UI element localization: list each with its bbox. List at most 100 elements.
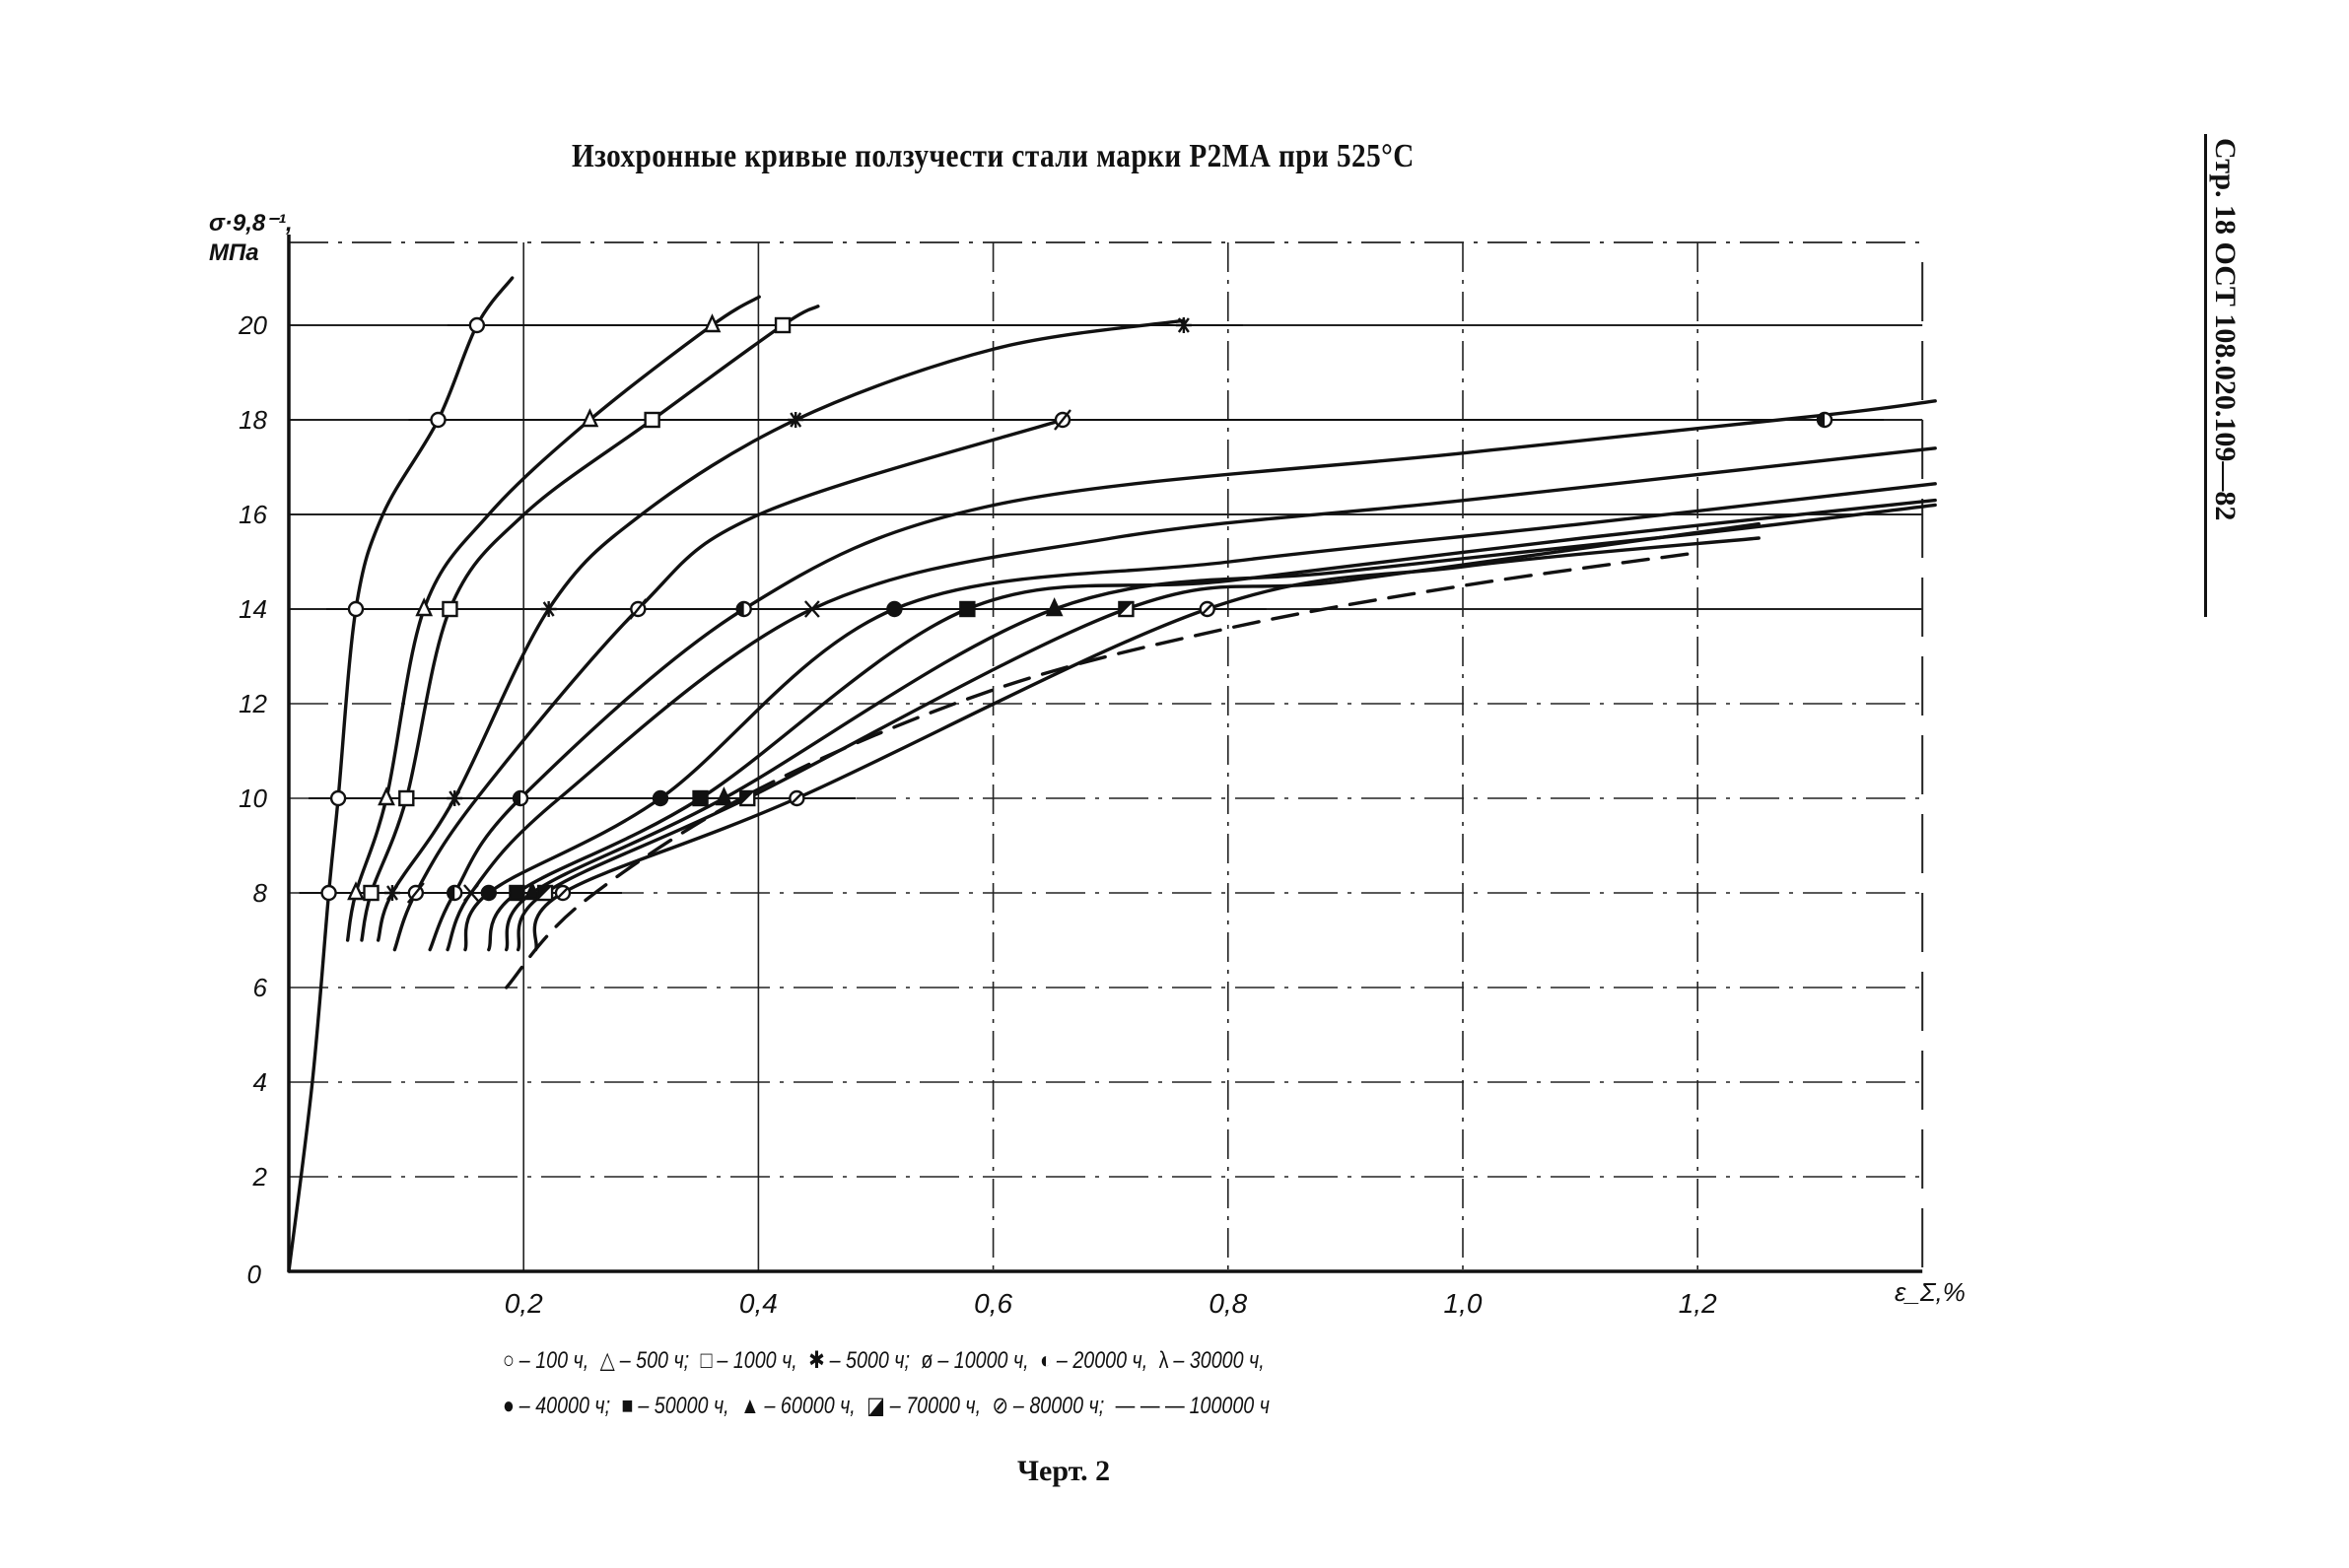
y-tick-label: 8 — [253, 878, 268, 908]
isochrone-curves — [287, 276, 1937, 1273]
legend-row-2: ● – 40000 ч; ■ – 50000 ч, ▲ – 60000 ч, ◪ – 7000… — [503, 1384, 1280, 1429]
triangle-open-marker-icon — [703, 313, 722, 333]
circle-cross-marker-icon — [1199, 600, 1215, 618]
data-markers — [320, 313, 1833, 904]
legend-label: – 500 ч; — [619, 1347, 690, 1374]
isochrone-curve — [392, 418, 1065, 952]
circle-slash-marker-icon — [629, 598, 648, 620]
y-axis-label-quantity: σ·9,8⁻¹, — [209, 210, 293, 237]
isochrone-curve — [516, 521, 1761, 952]
circle-filled-marker-icon — [480, 884, 498, 902]
triangle-open-marker-icon — [347, 881, 365, 901]
circle-open-marker-icon — [347, 600, 365, 618]
square-half-marker-icon — [1118, 600, 1135, 618]
legend-item: △ – 500 ч; — [600, 1347, 689, 1374]
x-tick-label: 0,2 — [505, 1288, 543, 1319]
circle-open-marker-icon — [468, 316, 486, 334]
x-axis-label: ε_Σ,% — [1895, 1277, 1966, 1307]
isochrone-curve — [428, 399, 1937, 952]
legend-symbol-icon: ◐ — [1040, 1347, 1052, 1374]
isochrone-curve — [287, 276, 515, 1273]
figure-caption: Черт. 2 — [1017, 1455, 1111, 1487]
x-tick-label: 0,4 — [739, 1288, 778, 1319]
legend-label: – 1000 ч, — [717, 1347, 797, 1374]
triangle-open-marker-icon — [581, 408, 599, 428]
legend-item: ◐ – 20000 ч, — [1040, 1347, 1147, 1374]
legend-item: — — —100000 ч — [1116, 1393, 1270, 1419]
legend-item: ✱ – 5000 ч; — [808, 1347, 910, 1374]
legend-symbol-icon: ✱ — [808, 1347, 825, 1374]
legend-item: ○ – 100 ч, — [503, 1347, 588, 1374]
legend-symbol-icon: λ — [1158, 1347, 1169, 1374]
triangle-filled-marker-icon — [715, 786, 733, 806]
tick-labels: 2 4 6 8 10 12 14 16 18 20 0 0,2 0,4 0,6 0,8 1,0 1,2 — [238, 310, 1717, 1319]
circle-filled-marker-icon — [652, 789, 669, 807]
legend-symbol-icon: ◪ — [866, 1393, 885, 1419]
circle-filled-marker-icon — [886, 600, 903, 618]
square-filled-marker-icon — [509, 884, 525, 902]
legend-item: ◪ – 70000 ч, — [866, 1393, 981, 1419]
asterisk-marker-icon — [1175, 317, 1192, 333]
legend-item: ⊘ – 80000 ч; — [993, 1393, 1105, 1419]
legend-row-1: ○ – 100 ч, △ – 500 ч; □ – 1000 ч, ✱ – 5000 ч; ø –… — [503, 1338, 1280, 1384]
isochrone-curve — [360, 305, 820, 942]
circle-slash-marker-icon — [1054, 409, 1071, 431]
isochrone-curve — [463, 482, 1937, 952]
legend-symbol-icon: ⊘ — [992, 1393, 1009, 1419]
lambda-marker-icon — [463, 884, 479, 902]
legend-label: 100000 ч — [1189, 1393, 1270, 1419]
legend-item: ø – 10000 ч, — [921, 1347, 1028, 1374]
circle-cross-marker-icon — [789, 789, 805, 807]
legend-item: ■ – 50000 ч, — [622, 1393, 729, 1419]
axes — [287, 235, 1923, 1273]
chart-title: Изохронные кривые ползучести стали марки… — [572, 138, 1415, 174]
square-open-marker-icon — [644, 411, 660, 429]
square-open-marker-icon — [398, 789, 415, 807]
isochrone-curve — [505, 503, 1937, 952]
y-tick-label: 14 — [239, 594, 267, 624]
square-open-marker-icon — [363, 884, 380, 902]
legend: ○ – 100 ч, △ – 500 ч; □ – 1000 ч, ✱ – 5000 ч; ø –… — [503, 1338, 1280, 1429]
asterisk-marker-icon — [383, 885, 400, 901]
circle-half-marker-icon — [447, 884, 463, 902]
grid-lines — [289, 241, 1924, 1271]
legend-item: λ – 30000 ч, — [1159, 1347, 1265, 1374]
legend-item: □ – 1000 ч, — [701, 1347, 797, 1374]
legend-symbol-icon: ▲ — [740, 1393, 760, 1419]
y-tick-label: 0 — [247, 1260, 262, 1289]
legend-label: – 50000 ч, — [638, 1393, 729, 1419]
y-tick-label: 2 — [252, 1162, 268, 1192]
legend-item: ▲ – 60000 ч, — [740, 1393, 856, 1419]
legend-label: – 30000 ч, — [1173, 1347, 1265, 1374]
triangle-filled-marker-icon — [523, 881, 541, 901]
square-open-marker-icon — [774, 316, 792, 334]
legend-item: ● – 40000 ч; — [503, 1393, 610, 1419]
side-rule — [2204, 134, 2207, 617]
isochrone-curve — [446, 446, 1937, 952]
legend-symbol-icon: ○ — [503, 1347, 515, 1374]
legend-symbol-icon: ø — [921, 1347, 933, 1374]
circle-slash-marker-icon — [406, 882, 425, 904]
legend-label: – 20000 ч, — [1056, 1347, 1148, 1374]
y-tick-label: 10 — [239, 784, 267, 813]
y-tick-label: 20 — [238, 310, 267, 340]
square-half-marker-icon — [739, 789, 756, 807]
circle-half-marker-icon — [1816, 411, 1833, 429]
x-tick-label: 0,8 — [1209, 1288, 1247, 1319]
legend-label: – 60000 ч, — [764, 1393, 856, 1419]
square-filled-marker-icon — [692, 789, 709, 807]
circle-open-marker-icon — [329, 789, 347, 807]
legend-label: – 5000 ч; — [829, 1347, 910, 1374]
asterisk-marker-icon — [788, 412, 804, 428]
x-tick-label: 1,2 — [1679, 1288, 1717, 1319]
x-tick-label: 1,0 — [1444, 1288, 1483, 1319]
square-half-marker-icon — [536, 884, 554, 902]
legend-label: – 80000 ч; — [1012, 1393, 1105, 1419]
circle-open-marker-icon — [320, 884, 337, 902]
isochrone-curve — [345, 295, 761, 942]
y-tick-label: 18 — [239, 405, 267, 435]
legend-symbol-icon: □ — [700, 1347, 713, 1374]
y-tick-label: 12 — [239, 689, 267, 718]
square-filled-marker-icon — [959, 600, 976, 618]
legend-label: – 100 ч, — [518, 1347, 589, 1374]
